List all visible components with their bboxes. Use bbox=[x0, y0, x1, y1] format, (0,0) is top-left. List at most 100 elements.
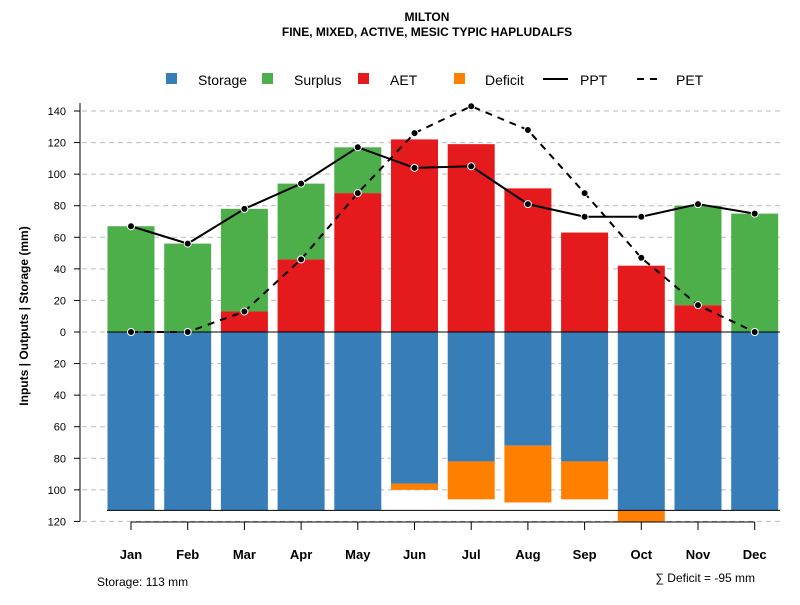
point-ppt bbox=[694, 200, 702, 209]
y-axis-label: Inputs | Outputs | Storage (mm) bbox=[17, 226, 31, 405]
point-pet bbox=[637, 253, 646, 262]
y-tick-label: 100 bbox=[48, 169, 66, 181]
bar-storage bbox=[220, 332, 268, 511]
bar-storage bbox=[617, 332, 665, 511]
y-tick-label: 80 bbox=[54, 201, 66, 213]
legend-label-deficit: Deficit bbox=[485, 72, 524, 88]
point-ppt bbox=[410, 163, 419, 172]
bar-aet bbox=[504, 188, 552, 332]
bar-surplus bbox=[220, 208, 268, 312]
point-ppt bbox=[467, 162, 476, 171]
y-tick-label: 120 bbox=[48, 138, 66, 150]
point-ppt bbox=[297, 179, 306, 188]
point-ppt bbox=[637, 212, 646, 221]
chart-subtitle: FINE, MIXED, ACTIVE, MESIC TYPIC HAPLUDA… bbox=[282, 25, 572, 39]
line-ppt bbox=[130, 146, 755, 245]
y-tick-label: 40 bbox=[54, 390, 66, 402]
legend-swatch-surplus bbox=[262, 73, 273, 84]
point-pet bbox=[410, 129, 419, 138]
legend-label-surplus: Surplus bbox=[294, 72, 341, 88]
y-tick-label: 20 bbox=[54, 295, 66, 307]
x-tick-label: Apr bbox=[290, 547, 312, 562]
point-pet bbox=[523, 125, 532, 134]
point-pet bbox=[240, 307, 249, 316]
storage-annotation: Storage: 113 mm bbox=[97, 575, 188, 589]
point-ppt bbox=[353, 143, 362, 152]
bar-storage bbox=[731, 332, 779, 511]
bar-aet bbox=[674, 305, 722, 332]
x-tick-label: May bbox=[345, 547, 371, 562]
point-pet bbox=[127, 328, 135, 336]
bar-storage bbox=[391, 332, 438, 484]
axes: 140 120 100 80 60 40 20 0 20 40 60 80 100 120 Jan Feb Ma… bbox=[48, 103, 767, 562]
chart-title: MILTON bbox=[405, 10, 450, 24]
bar-surplus bbox=[277, 183, 325, 260]
point-ppt bbox=[183, 239, 192, 248]
bar-aet bbox=[617, 265, 665, 332]
bars bbox=[107, 139, 780, 522]
x-tick-label: Sep bbox=[573, 547, 597, 562]
deficit-annotation: ∑ Deficit = -95 mm bbox=[655, 571, 755, 585]
point-pet bbox=[353, 189, 362, 198]
point-pet bbox=[467, 102, 476, 111]
bar-storage bbox=[561, 332, 609, 462]
legend-label-ppt: PPT bbox=[580, 72, 608, 88]
bar-deficit bbox=[617, 510, 665, 522]
point-pet bbox=[580, 189, 589, 198]
x-tick-label: Mar bbox=[233, 547, 256, 562]
y-tick-label: 40 bbox=[54, 264, 66, 276]
x-tick-label: Jan bbox=[120, 547, 142, 562]
bar-surplus bbox=[731, 213, 779, 332]
y-tick-label: 140 bbox=[48, 106, 66, 118]
y-tick-label: 60 bbox=[54, 232, 66, 244]
point-ppt bbox=[523, 200, 532, 209]
bar-deficit bbox=[447, 461, 495, 500]
bar-aet bbox=[447, 144, 495, 332]
y-tick-label: 100 bbox=[48, 485, 66, 497]
legend-swatch-aet bbox=[358, 73, 369, 84]
point-pet bbox=[297, 255, 306, 264]
bar-deficit bbox=[391, 483, 438, 490]
x-tick-label: Jun bbox=[403, 547, 426, 562]
bar-surplus bbox=[107, 226, 155, 332]
lines bbox=[127, 102, 759, 336]
bar-aet bbox=[561, 232, 609, 332]
bar-surplus bbox=[334, 147, 382, 194]
point-pet bbox=[750, 328, 759, 336]
y-tick-label: 60 bbox=[54, 422, 66, 434]
legend-label-storage: Storage bbox=[198, 72, 247, 88]
point-ppt bbox=[127, 222, 135, 231]
legend-label-aet: AET bbox=[390, 72, 418, 88]
legend-swatch-storage bbox=[166, 73, 177, 84]
x-tick-label: Nov bbox=[686, 547, 711, 562]
bar-storage bbox=[277, 332, 325, 511]
bar-storage bbox=[447, 332, 495, 462]
x-tick-label: Dec bbox=[743, 547, 767, 562]
bar-storage bbox=[164, 332, 212, 511]
line-pet bbox=[131, 105, 756, 333]
point-ppt bbox=[750, 209, 759, 218]
point-ppt bbox=[580, 212, 589, 221]
bar-deficit bbox=[504, 445, 552, 503]
y-tick-label: 120 bbox=[48, 516, 66, 528]
bar-surplus bbox=[674, 205, 722, 306]
y-tick-label: 0 bbox=[60, 327, 66, 339]
x-tick-label: Aug bbox=[515, 547, 540, 562]
bar-aet bbox=[334, 193, 382, 332]
point-pet bbox=[183, 328, 192, 336]
y-tick-label: 20 bbox=[54, 359, 66, 371]
legend-label-pet: PET bbox=[676, 72, 704, 88]
legend: Storage Surplus AET Deficit PPT PET bbox=[166, 72, 704, 88]
legend-swatch-deficit bbox=[454, 73, 465, 84]
point-ppt bbox=[240, 204, 249, 213]
x-tick-label: Oct bbox=[630, 547, 652, 562]
bar-storage bbox=[334, 332, 382, 511]
bar-storage bbox=[107, 332, 155, 511]
bar-storage bbox=[674, 332, 722, 511]
x-tick-label: Jul bbox=[462, 547, 481, 562]
bar-deficit bbox=[561, 461, 609, 500]
bar-aet bbox=[277, 259, 325, 332]
bar-surplus bbox=[164, 243, 212, 332]
y-tick-label: 80 bbox=[54, 453, 66, 465]
